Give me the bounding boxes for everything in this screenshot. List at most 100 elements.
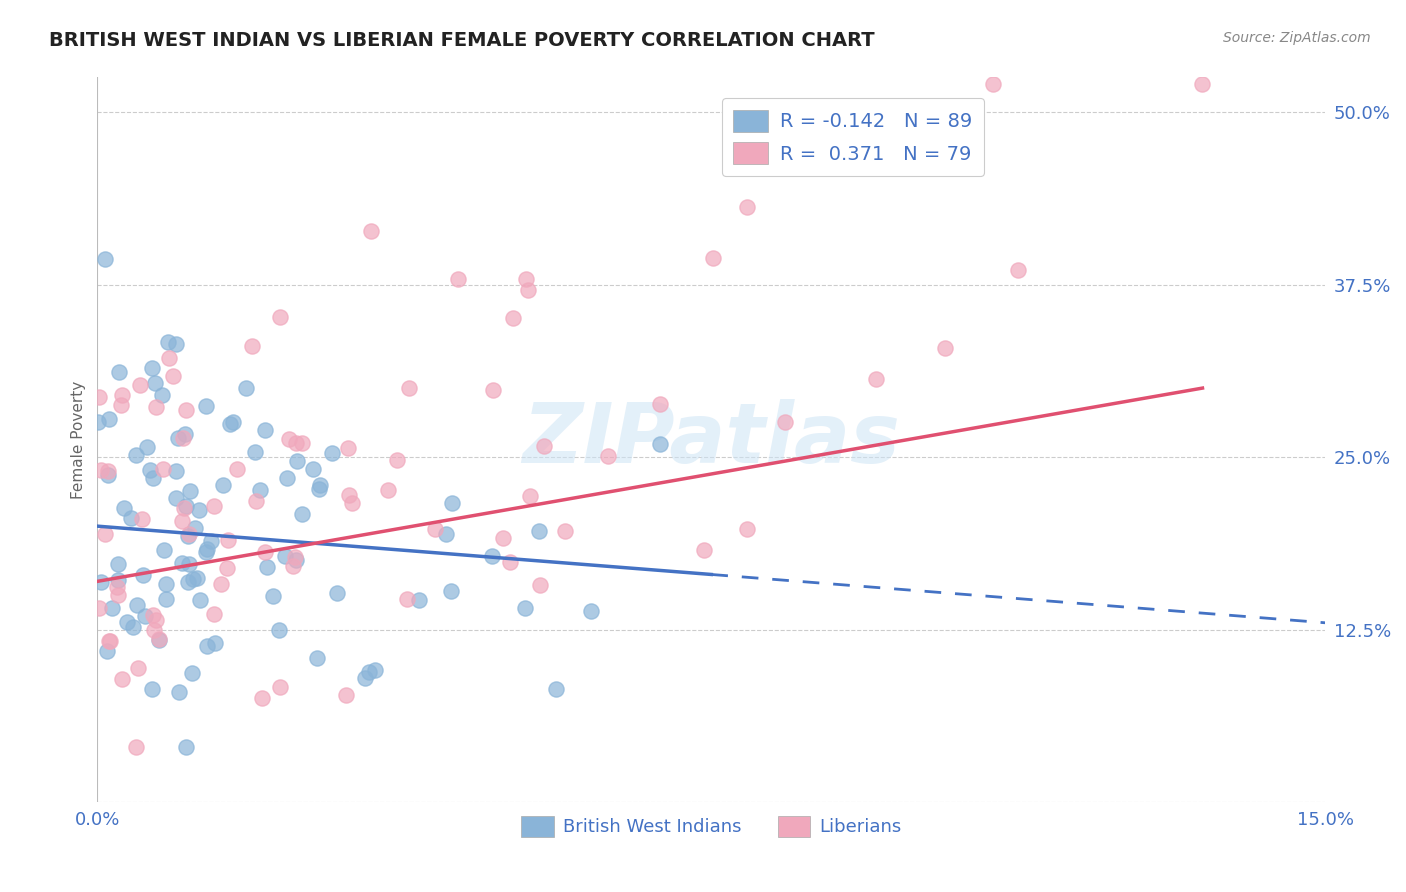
- Point: [107, 573, 129, 587]
- Point: [308, 482, 330, 496]
- Point: [141, 360, 163, 375]
- Point: [773, 415, 796, 429]
- Point: [357, 665, 380, 679]
- Point: [165, 491, 187, 505]
- Point: [165, 464, 187, 478]
- Point: [269, 680, 291, 694]
- Point: [269, 623, 291, 637]
- Point: [94, 252, 117, 266]
- Point: [273, 549, 295, 563]
- Point: [337, 441, 360, 455]
- Point: [150, 388, 173, 402]
- Point: [98, 412, 121, 426]
- Point: [115, 615, 138, 630]
- Point: [200, 534, 222, 549]
- Point: [235, 381, 257, 395]
- Point: [529, 578, 551, 592]
- Point: [648, 397, 671, 411]
- Point: [162, 369, 184, 384]
- Point: [107, 588, 129, 602]
- Point: [387, 453, 409, 467]
- Point: [155, 592, 177, 607]
- Point: [436, 526, 458, 541]
- Point: [291, 436, 314, 450]
- Point: [249, 483, 271, 497]
- Point: [423, 522, 446, 536]
- Point: [181, 572, 204, 586]
- Point: [172, 431, 194, 445]
- Point: [105, 580, 128, 594]
- Point: [129, 378, 152, 392]
- Point: [188, 592, 211, 607]
- Point: [111, 672, 134, 686]
- Point: [177, 574, 200, 589]
- Point: [87, 600, 110, 615]
- Point: [184, 521, 207, 535]
- Point: [934, 342, 956, 356]
- Point: [143, 376, 166, 391]
- Point: [735, 522, 758, 536]
- Point: [195, 400, 218, 414]
- Point: [335, 688, 357, 702]
- Point: [176, 403, 198, 417]
- Point: [120, 510, 142, 524]
- Point: [174, 739, 197, 754]
- Point: [90, 574, 112, 589]
- Point: [202, 607, 225, 621]
- Point: [250, 690, 273, 705]
- Point: [527, 524, 550, 538]
- Point: [395, 592, 418, 607]
- Point: [596, 449, 619, 463]
- Point: [281, 558, 304, 573]
- Point: [253, 545, 276, 559]
- Point: [108, 365, 131, 379]
- Point: [177, 529, 200, 543]
- Point: [153, 543, 176, 558]
- Point: [142, 623, 165, 637]
- Point: [167, 431, 190, 445]
- Point: [340, 496, 363, 510]
- Point: [174, 500, 197, 514]
- Point: [195, 541, 218, 556]
- Point: [337, 488, 360, 502]
- Point: [326, 586, 349, 600]
- Point: [145, 400, 167, 414]
- Point: [111, 387, 134, 401]
- Point: [121, 620, 143, 634]
- Point: [262, 589, 284, 603]
- Point: [482, 384, 505, 398]
- Point: [209, 576, 232, 591]
- Point: [1191, 78, 1213, 92]
- Point: [735, 200, 758, 214]
- Point: [87, 391, 110, 405]
- Point: [152, 462, 174, 476]
- Point: [285, 454, 308, 468]
- Point: [172, 514, 194, 528]
- Point: [321, 446, 343, 460]
- Point: [579, 604, 602, 618]
- Point: [215, 561, 238, 575]
- Point: [533, 439, 555, 453]
- Point: [519, 489, 541, 503]
- Point: [498, 555, 520, 569]
- Point: [285, 553, 308, 567]
- Text: ZIPatlas: ZIPatlas: [523, 400, 900, 481]
- Point: [1007, 263, 1029, 277]
- Point: [204, 636, 226, 650]
- Point: [211, 478, 233, 492]
- Point: [97, 465, 120, 479]
- Point: [865, 372, 887, 386]
- Point: [354, 671, 377, 685]
- Point: [217, 533, 239, 547]
- Point: [398, 381, 420, 395]
- Point: [132, 568, 155, 582]
- Point: [142, 470, 165, 484]
- Point: [364, 663, 387, 677]
- Point: [440, 583, 463, 598]
- Point: [107, 557, 129, 571]
- Point: [195, 545, 218, 559]
- Point: [188, 502, 211, 516]
- Point: [492, 532, 515, 546]
- Point: [284, 550, 307, 565]
- Point: [284, 435, 307, 450]
